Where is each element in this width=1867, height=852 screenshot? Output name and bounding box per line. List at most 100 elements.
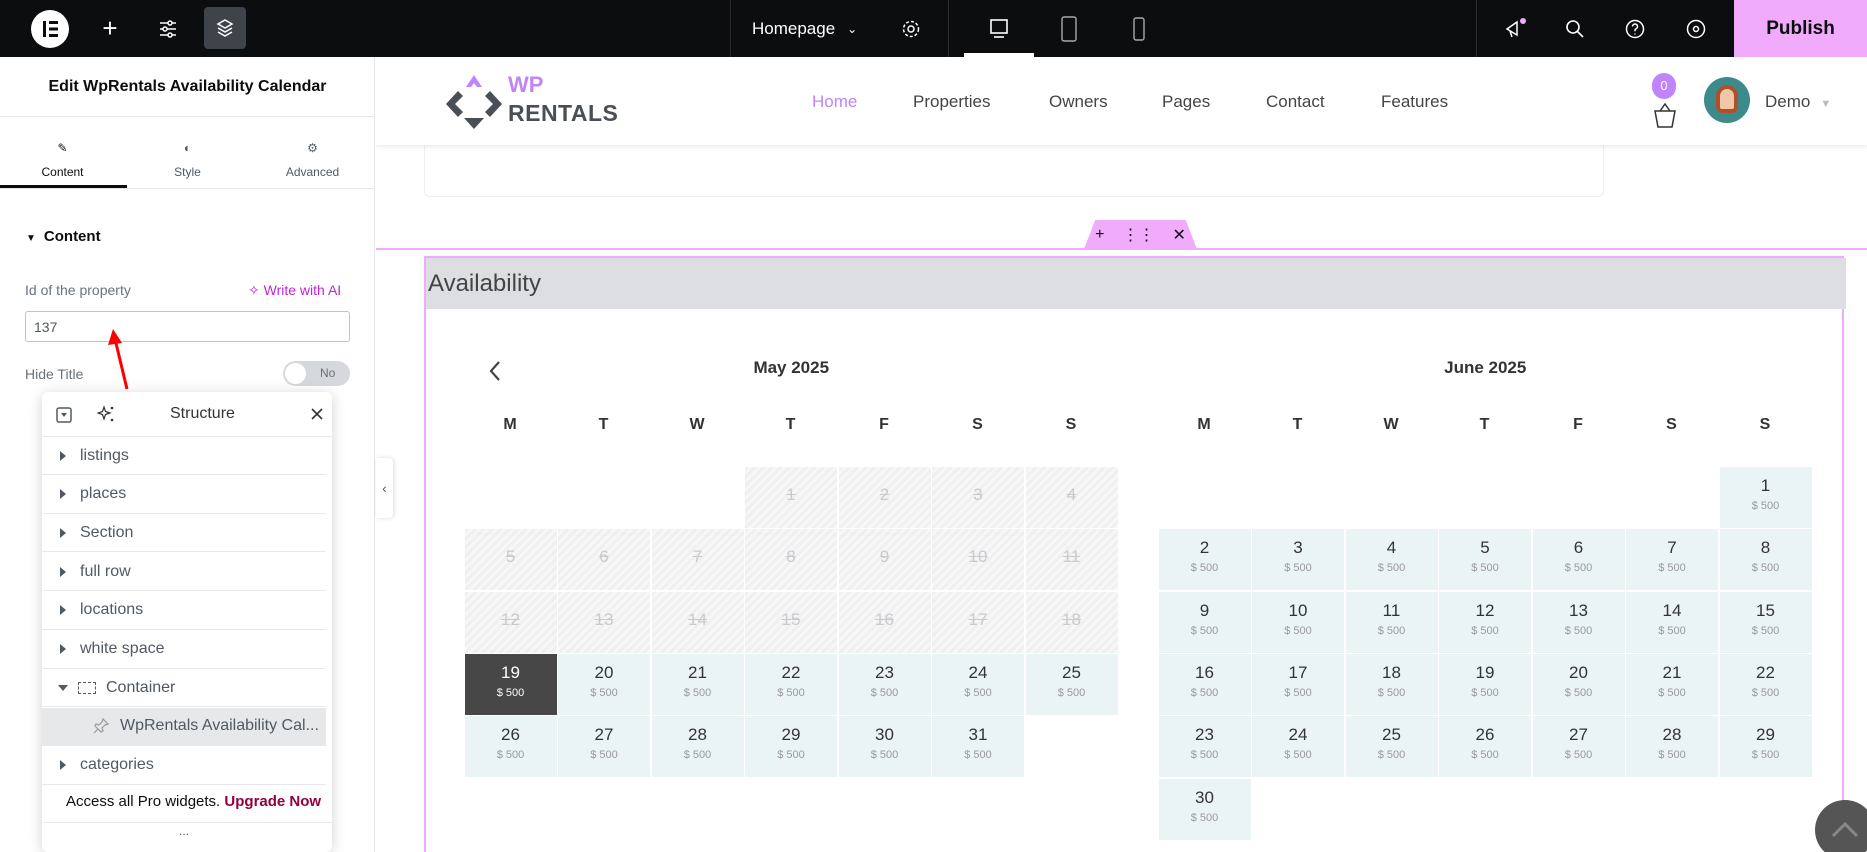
user-avatar[interactable]	[1704, 77, 1750, 123]
calendar-day[interactable]: 9 $ 500	[1158, 591, 1251, 653]
elementor-logo-button[interactable]	[26, 0, 74, 57]
scroll-to-top-button[interactable]	[1815, 800, 1867, 852]
structure-item[interactable]: categories	[42, 747, 326, 785]
tablet-view-icon[interactable]	[1054, 0, 1084, 57]
drag-handle-icon[interactable]: ⋮⋮	[1122, 226, 1155, 244]
calendar-day[interactable]: 1 $ 500	[1719, 467, 1812, 528]
help-icon[interactable]	[1620, 0, 1650, 57]
close-icon[interactable]	[310, 407, 324, 421]
calendar-day[interactable]: 23 $ 500	[838, 653, 931, 715]
calendar-day[interactable]: 21 $ 500	[651, 653, 744, 715]
calendar-day[interactable]: 16 $ 500	[1158, 653, 1251, 715]
structure-item[interactable]: white space	[42, 631, 326, 669]
calendar-day-selected[interactable]: 19 $ 500	[464, 653, 557, 715]
calendar-day[interactable]: 24 $ 500	[932, 653, 1024, 715]
calendar-day[interactable]: 26 $ 500	[464, 716, 557, 778]
calendar-day[interactable]: 30 $ 500	[1158, 778, 1251, 840]
tab-advanced[interactable]: ⚙ Advanced	[250, 131, 375, 188]
calendar-day[interactable]: 7 $ 500	[1626, 529, 1718, 591]
calendar-day[interactable]: 12 $ 500	[1439, 591, 1531, 653]
mobile-view-icon[interactable]	[1124, 0, 1154, 57]
caret-right-icon[interactable]	[60, 489, 66, 500]
calendar-day[interactable]: 29 $ 500	[1719, 716, 1812, 778]
calendar-day[interactable]: 25 $ 500	[1025, 653, 1118, 715]
structure-item[interactable]: listings	[42, 437, 326, 475]
calendar-day[interactable]: 27 $ 500	[558, 716, 650, 778]
caret-right-icon[interactable]	[60, 450, 66, 461]
calendar-day[interactable]: 15 $ 500	[1719, 591, 1812, 653]
calendar-day[interactable]: 11 $ 500	[1345, 591, 1438, 653]
calendar-day[interactable]: 28 $ 500	[1626, 716, 1718, 778]
calendar-day[interactable]: 20 $ 500	[558, 653, 650, 715]
calendar-day[interactable]: 19 $ 500	[1439, 653, 1531, 715]
nav-owners[interactable]: Owners	[1049, 92, 1108, 111]
preview-eye-icon[interactable]	[1681, 0, 1711, 57]
ai-sparkle-icon[interactable]	[97, 405, 115, 423]
write-with-ai-link[interactable]: ✧ Write with AI	[248, 282, 341, 299]
structure-layers-button[interactable]	[204, 7, 246, 49]
search-icon[interactable]	[1560, 0, 1590, 57]
calendar-day[interactable]: 5 $ 500	[1439, 529, 1531, 591]
caret-right-icon[interactable]	[60, 760, 66, 771]
calendar-day[interactable]: 24 $ 500	[1252, 716, 1344, 778]
calendar-day[interactable]: 31 $ 500	[932, 716, 1024, 778]
calendar-day[interactable]: 30 $ 500	[838, 716, 931, 778]
collapse-panel-handle[interactable]: ‹	[376, 458, 393, 518]
cart-basket-icon[interactable]	[1652, 103, 1678, 129]
collapse-all-icon[interactable]	[56, 407, 72, 423]
announcements-megaphone-icon[interactable]	[1500, 0, 1530, 57]
calendar-day[interactable]: 23 $ 500	[1158, 716, 1251, 778]
structure-item[interactable]: WpRentals Availability Cal...	[42, 707, 326, 746]
calendar-day[interactable]: 6 $ 500	[1532, 529, 1625, 591]
calendar-day[interactable]: 21 $ 500	[1626, 653, 1718, 715]
structure-item[interactable]: places	[42, 476, 326, 514]
caret-right-icon[interactable]	[60, 644, 66, 654]
calendar-day[interactable]: 8 $ 500	[1719, 529, 1812, 591]
calendar-day[interactable]: 27 $ 500	[1532, 716, 1625, 778]
nav-home[interactable]: Home	[812, 92, 858, 111]
calendar-day[interactable]: 10 $ 500	[1252, 591, 1344, 653]
content-section-toggle[interactable]: ▼ Content	[26, 228, 101, 245]
delete-section-icon[interactable]: ✕	[1172, 226, 1186, 244]
calendar-day[interactable]: 20 $ 500	[1532, 653, 1625, 715]
hide-title-toggle[interactable]: No	[283, 361, 350, 386]
calendar-day[interactable]: 18 $ 500	[1345, 653, 1438, 715]
add-element-icon[interactable]: +	[102, 13, 118, 43]
tab-style[interactable]: ◐ Style	[125, 131, 250, 188]
upgrade-now-link[interactable]: Upgrade Now	[224, 793, 322, 810]
page-selector[interactable]: Homepage ⌄	[752, 0, 872, 57]
settings-sliders-icon[interactable]	[150, 0, 186, 57]
calendar-day[interactable]: 13 $ 500	[1532, 591, 1625, 653]
nav-features[interactable]: Features	[1381, 92, 1449, 111]
calendar-day[interactable]: 14 $ 500	[1626, 591, 1718, 653]
structure-item[interactable]: Section	[42, 514, 326, 553]
caret-right-icon[interactable]	[60, 527, 66, 538]
calendar-day[interactable]: 25 $ 500	[1345, 716, 1438, 778]
calendar-day[interactable]: 26 $ 500	[1439, 716, 1531, 778]
caret-right-icon[interactable]	[60, 605, 66, 616]
calendar-day[interactable]: 22 $ 500	[1719, 653, 1812, 715]
calendar-day[interactable]: 28 $ 500	[651, 716, 744, 778]
resize-handle[interactable]: ...	[178, 824, 189, 838]
nav-properties[interactable]: Properties	[913, 92, 991, 111]
calendar-day[interactable]: 4 $ 500	[1345, 529, 1438, 591]
structure-item[interactable]: full row	[42, 553, 326, 592]
caret-right-icon[interactable]	[60, 566, 66, 577]
desktop-view-icon[interactable]	[984, 0, 1014, 57]
tab-content[interactable]: ✎ Content	[0, 131, 125, 188]
calendar-day[interactable]: 17 $ 500	[1252, 653, 1344, 715]
previous-month-arrow[interactable]	[488, 360, 502, 382]
calendar-day[interactable]: 22 $ 500	[745, 653, 837, 715]
add-section-icon[interactable]: +	[1095, 225, 1105, 243]
availability-widget[interactable]: Availability May 2025 M T W T F S S 1 2 3 4 5 6 7 8 9 10 1…	[424, 256, 1846, 852]
property-id-input[interactable]	[25, 311, 350, 342]
calendar-day[interactable]: 29 $ 500	[745, 716, 837, 778]
page-settings-gear-icon[interactable]	[896, 0, 926, 57]
user-menu[interactable]: Demo ▼	[1765, 92, 1831, 112]
caret-down-icon[interactable]	[58, 684, 68, 691]
nav-contact[interactable]: Contact	[1266, 92, 1325, 111]
calendar-day[interactable]: 2 $ 500	[1158, 529, 1251, 591]
nav-pages[interactable]: Pages	[1162, 92, 1211, 111]
structure-item[interactable]: locations	[42, 592, 326, 630]
publish-button[interactable]: Publish	[1734, 0, 1867, 57]
